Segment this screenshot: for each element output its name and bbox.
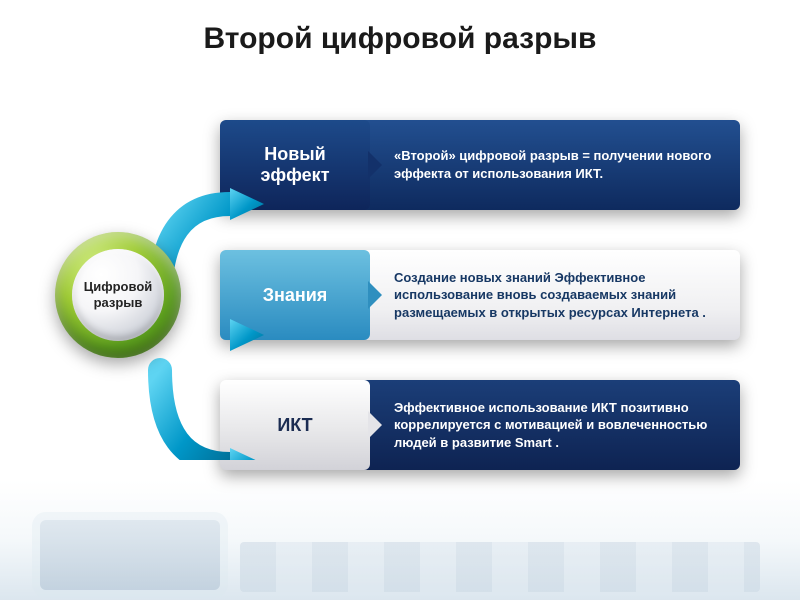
background-photo xyxy=(0,480,800,600)
central-hub: Цифровой разрыв xyxy=(55,232,181,358)
body-text: «Второй» цифровой разрыв = получении нов… xyxy=(394,147,724,182)
chevron-right-icon xyxy=(368,281,382,309)
central-hub-label: Цифровой разрыв xyxy=(72,249,164,341)
body-new-effect: «Второй» цифровой разрыв = получении нов… xyxy=(362,120,740,210)
row-ict: ИКТ Эффективное использование ИКТ позити… xyxy=(220,380,740,470)
body-knowledge: Создание новых знаний Эффективное исполь… xyxy=(362,250,740,340)
chevron-right-icon xyxy=(368,151,382,179)
body-text: Создание новых знаний Эффективное исполь… xyxy=(394,269,724,322)
chevron-right-icon xyxy=(368,411,382,439)
body-text: Эффективное использование ИКТ позитивно … xyxy=(394,399,724,452)
row-new-effect: Новый эффект «Второй» цифровой разрыв = … xyxy=(220,120,740,210)
row-knowledge: Знания Создание новых знаний Эффективное… xyxy=(220,250,740,340)
page-title: Второй цифровой разрыв xyxy=(0,0,800,56)
diagram-stage: Цифровой разрыв Новый эффект «Второй» ци… xyxy=(0,90,800,510)
body-ict: Эффективное использование ИКТ позитивно … xyxy=(362,380,740,470)
